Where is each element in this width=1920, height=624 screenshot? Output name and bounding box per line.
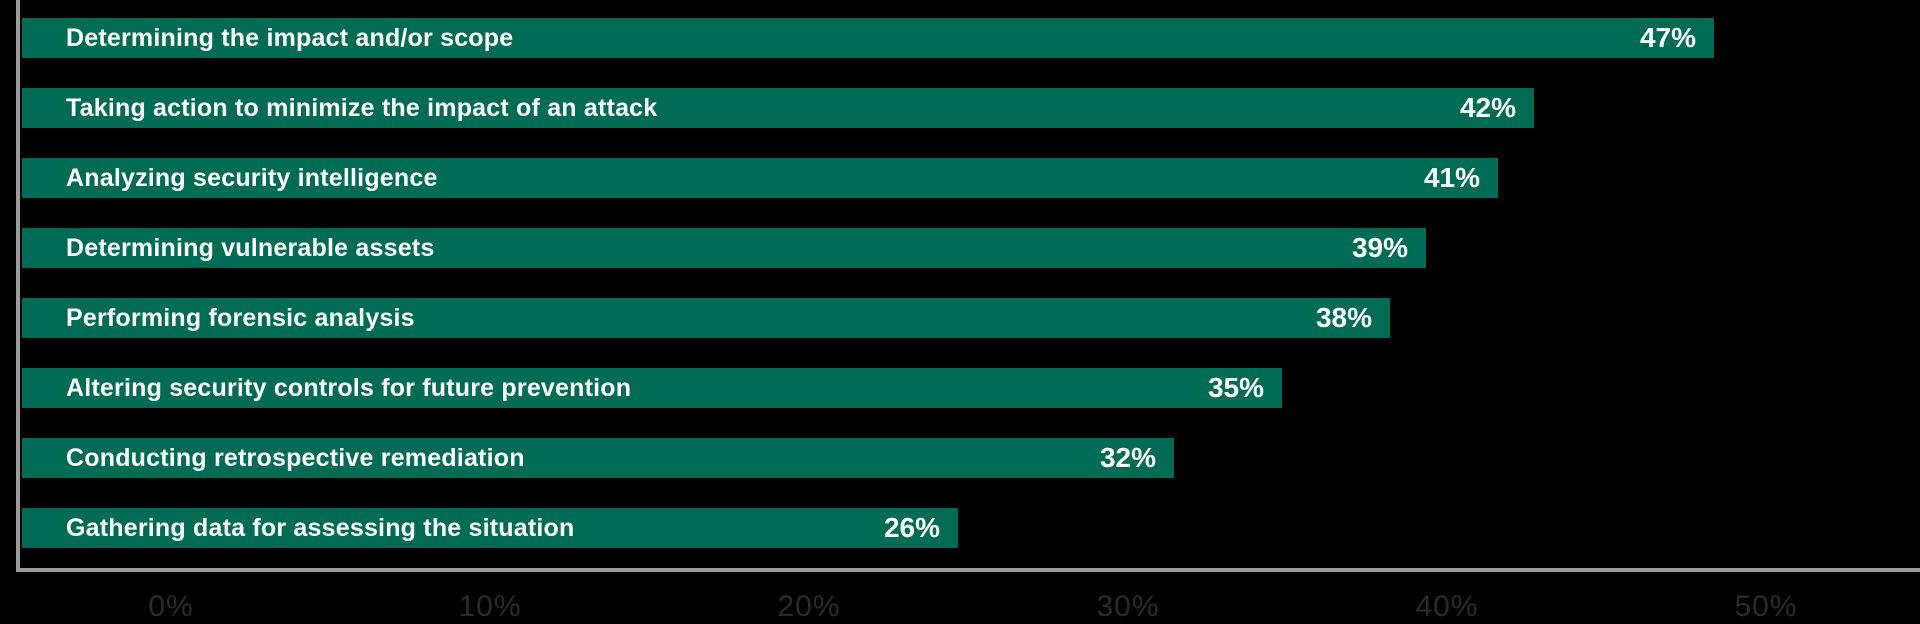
bar-row: Taking action to minimize the impact of … — [22, 88, 1534, 128]
x-axis-tick-label: 20% — [777, 590, 841, 623]
bar-row: Determining the impact and/or scope 47% — [22, 18, 1714, 58]
bar-row: Performing forensic analysis 38% — [22, 298, 1390, 338]
bar-row: Determining vulnerable assets 39% — [22, 228, 1426, 268]
bar-category-label: Determining the impact and/or scope — [66, 23, 514, 52]
x-axis-tick-label: 50% — [1734, 590, 1798, 623]
bar-row: Conducting retrospective remediation 32% — [22, 438, 1174, 478]
bar-row: Altering security controls for future pr… — [22, 368, 1282, 408]
x-axis-tick-label: 30% — [1096, 590, 1160, 623]
bar-value-label: 32% — [1099, 442, 1156, 473]
bar-value-label: 26% — [883, 512, 940, 543]
x-axis-tick-label: 10% — [458, 590, 522, 623]
bar-row: Gathering data for assessing the situati… — [22, 508, 958, 548]
bar-value-label: 47% — [1639, 22, 1696, 53]
bar-value-label: 41% — [1423, 162, 1480, 193]
bar-value-label: 42% — [1459, 92, 1516, 123]
bar-row: Analyzing security intelligence 41% — [22, 158, 1498, 198]
bar-category-label: Gathering data for assessing the situati… — [66, 513, 575, 542]
y-axis-line — [16, 0, 20, 572]
bar-category-label: Altering security controls for future pr… — [66, 373, 632, 402]
bar-category-label: Conducting retrospective remediation — [66, 443, 525, 472]
x-axis-tick-label: 0% — [148, 590, 194, 623]
bar-value-label: 35% — [1207, 372, 1264, 403]
bar-category-label: Taking action to minimize the impact of … — [66, 93, 658, 122]
bar-category-label: Analyzing security intelligence — [66, 163, 438, 192]
bar-value-label: 38% — [1315, 302, 1372, 333]
x-axis-line — [16, 568, 1920, 572]
x-axis-tick-label: 40% — [1415, 590, 1479, 623]
bar-category-label: Performing forensic analysis — [66, 303, 415, 332]
bar-value-label: 39% — [1351, 232, 1408, 263]
bar-category-label: Determining vulnerable assets — [66, 233, 435, 262]
